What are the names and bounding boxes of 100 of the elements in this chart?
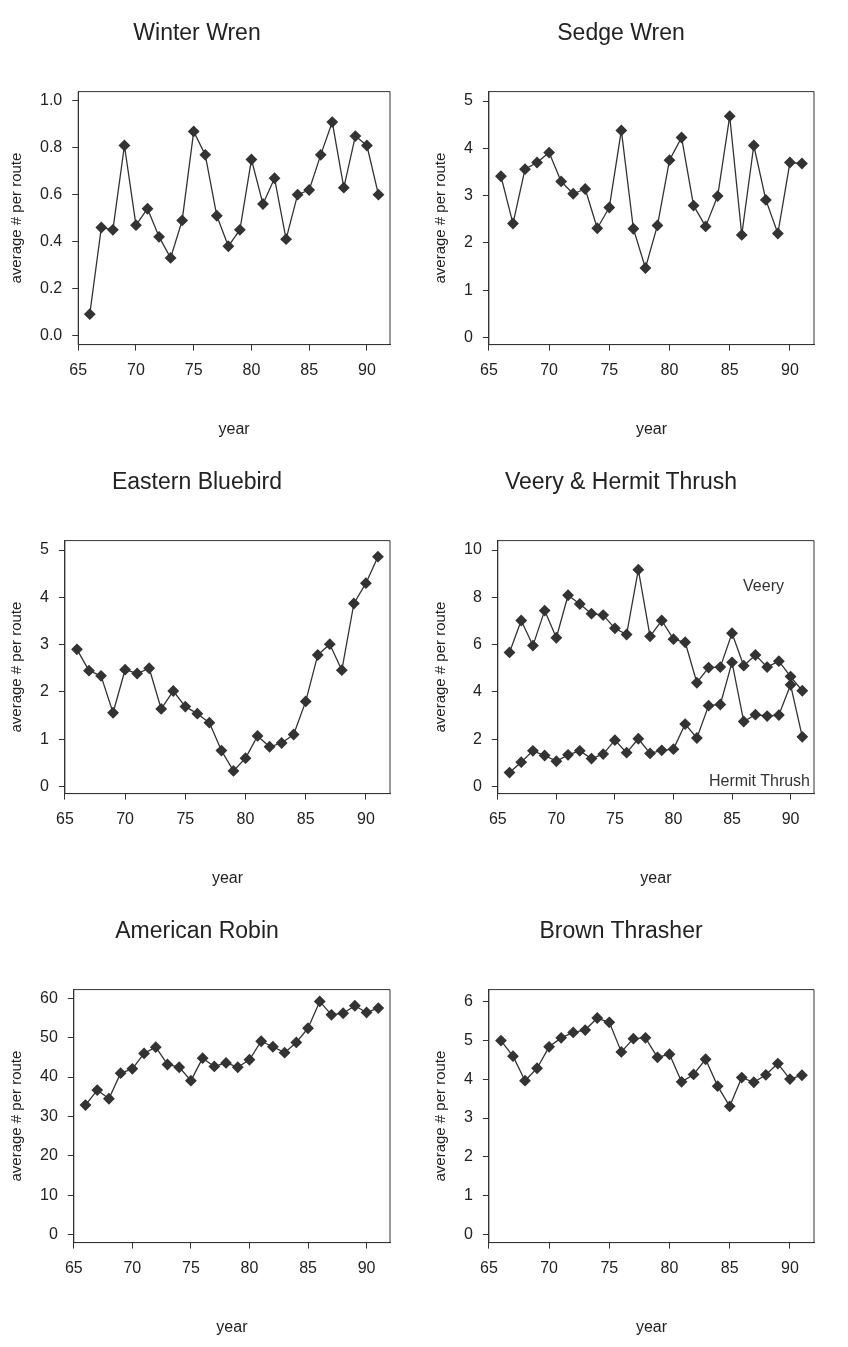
- point: [185, 1074, 197, 1087]
- point: [687, 1068, 700, 1081]
- point: [632, 733, 644, 745]
- point: [543, 1041, 555, 1053]
- x-tick-label: 80: [242, 360, 261, 378]
- point: [291, 189, 304, 201]
- point: [239, 752, 252, 764]
- point: [300, 695, 312, 708]
- point: [538, 604, 551, 617]
- chart-title: American Robin: [115, 917, 279, 944]
- y-tick-label: 4: [463, 138, 473, 156]
- y-tick-label: 6: [472, 635, 482, 653]
- point: [679, 718, 691, 730]
- y-tick-label: 4: [39, 587, 49, 605]
- x-tick-label: 65: [488, 809, 507, 827]
- point: [114, 1067, 127, 1079]
- point: [726, 627, 738, 639]
- point: [712, 1080, 724, 1092]
- y-tick-label: 20: [40, 1146, 58, 1164]
- point: [348, 597, 360, 610]
- y-tick-label: 6: [463, 991, 473, 1009]
- x-tick-label: 75: [184, 360, 203, 378]
- chart-title: Winter Wren: [133, 19, 261, 46]
- point: [796, 1069, 808, 1081]
- point: [609, 734, 621, 746]
- point: [179, 700, 191, 713]
- point: [315, 149, 327, 161]
- point: [211, 210, 223, 222]
- point: [663, 154, 676, 166]
- point: [550, 632, 562, 644]
- y-axis-title: average # per route: [7, 152, 25, 284]
- point: [71, 643, 83, 656]
- y-tick-label: 2: [472, 729, 482, 747]
- point: [220, 1057, 232, 1069]
- y-tick-label: 0: [472, 776, 482, 794]
- x-tick-label: 90: [781, 360, 799, 378]
- point: [161, 1058, 174, 1071]
- point: [667, 743, 680, 755]
- x-tick-label: 80: [660, 1258, 679, 1276]
- point: [243, 1054, 256, 1066]
- point: [263, 741, 276, 753]
- point: [609, 622, 621, 634]
- y-tick-label: 10: [464, 540, 482, 558]
- point: [324, 638, 336, 650]
- x-tick-label: 70: [123, 1258, 142, 1276]
- point: [585, 752, 598, 765]
- y-axis-title: average # per route: [431, 152, 449, 284]
- point: [361, 139, 373, 152]
- point: [579, 1024, 591, 1036]
- x-axis-title: year: [216, 1317, 249, 1335]
- point: [760, 194, 772, 206]
- chart-title: Brown Thrasher: [539, 917, 703, 944]
- point: [176, 214, 188, 227]
- point: [84, 308, 96, 320]
- y-tick-label: 2: [39, 682, 49, 700]
- point: [579, 183, 591, 195]
- point: [173, 1061, 185, 1073]
- x-axis-title: year: [211, 868, 244, 886]
- x-tick-label: 90: [781, 809, 800, 827]
- point: [531, 1062, 543, 1074]
- point: [620, 747, 633, 759]
- point: [574, 745, 586, 757]
- x-tick-label: 75: [182, 1258, 200, 1276]
- point: [702, 699, 715, 712]
- x-tick-label: 75: [176, 809, 195, 827]
- point: [91, 1084, 103, 1096]
- point: [208, 1060, 220, 1073]
- y-tick-label: 5: [39, 540, 49, 558]
- point: [267, 1041, 279, 1053]
- y-tick-label: 0.8: [39, 138, 63, 156]
- x-tick-label: 70: [547, 809, 566, 827]
- point: [519, 1075, 531, 1087]
- point: [555, 175, 567, 188]
- point: [255, 1035, 267, 1047]
- y-tick-label: 40: [40, 1067, 58, 1085]
- point: [761, 710, 773, 722]
- point: [675, 131, 688, 144]
- point: [275, 737, 288, 749]
- point: [337, 1007, 349, 1019]
- point: [724, 1100, 736, 1113]
- point: [280, 233, 292, 245]
- point: [651, 1051, 664, 1063]
- point: [372, 1002, 384, 1014]
- point: [567, 1026, 579, 1039]
- x-tick-label: 75: [600, 1258, 619, 1276]
- point: [714, 698, 726, 711]
- point: [191, 708, 203, 720]
- point: [164, 252, 177, 264]
- y-tick-label: 0.0: [39, 325, 63, 343]
- point: [627, 1032, 640, 1045]
- point: [268, 172, 281, 184]
- point: [627, 223, 640, 235]
- point: [562, 749, 574, 761]
- point: [591, 222, 603, 234]
- point: [338, 182, 350, 194]
- point: [724, 110, 736, 122]
- x-tick-label: 90: [781, 1258, 799, 1276]
- point: [349, 1000, 361, 1012]
- x-tick-label: 85: [296, 809, 315, 827]
- point: [796, 157, 808, 170]
